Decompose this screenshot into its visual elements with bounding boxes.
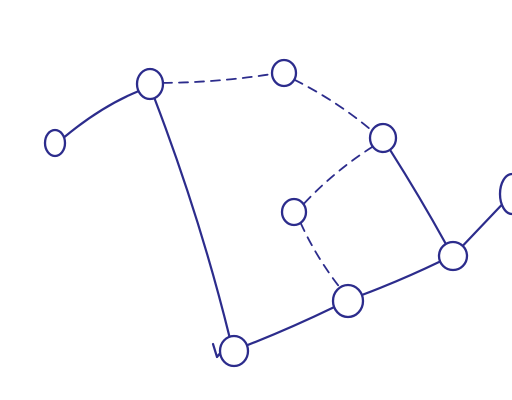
edge-n2-n3-dashed bbox=[162, 73, 273, 84]
edge-n2-n9-solid bbox=[153, 97, 231, 338]
graph-node-n9 bbox=[218, 334, 250, 368]
graph-node-n8 bbox=[498, 172, 512, 216]
edge-n7-n8-solid bbox=[461, 203, 503, 247]
edge-n6-n9-solid bbox=[245, 306, 336, 347]
graph-node-n4 bbox=[368, 122, 398, 154]
graph-node-n1 bbox=[43, 128, 67, 158]
edge-layer bbox=[62, 73, 503, 359]
graph-node-n7 bbox=[437, 240, 469, 272]
edge-n6-n7-solid bbox=[360, 260, 442, 297]
edge-n5-n6-dashed bbox=[299, 222, 341, 289]
edge-n4-n5-dashed bbox=[302, 145, 374, 205]
graph-node-n6 bbox=[331, 283, 365, 319]
edge-n1-n2-solid bbox=[62, 90, 140, 139]
graph-node-n5 bbox=[280, 197, 308, 227]
graph-node-n2 bbox=[135, 67, 165, 101]
edge-n3-n4-dashed bbox=[293, 78, 373, 132]
node-layer bbox=[43, 58, 512, 368]
edge-n4-n7-solid bbox=[388, 148, 447, 246]
graph-node-n3 bbox=[270, 58, 298, 88]
